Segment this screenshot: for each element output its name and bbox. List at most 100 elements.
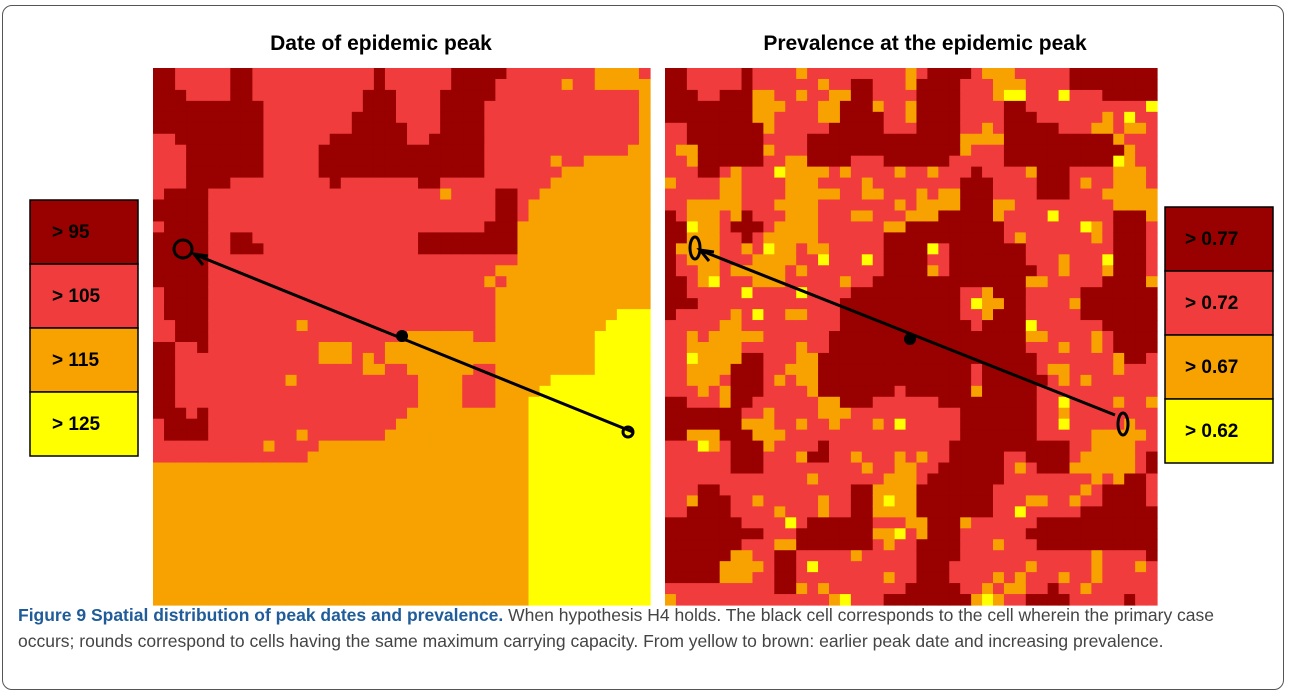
map-cell: [938, 265, 950, 277]
map-cell: [665, 309, 677, 321]
map-cell: [429, 594, 441, 606]
map-cell: [230, 583, 242, 595]
map-cell: [451, 199, 463, 212]
map-cell: [1058, 287, 1071, 299]
map-cell: [362, 484, 375, 497]
map-cell: [1047, 363, 1060, 376]
map-cell: [528, 232, 541, 244]
map-cell: [741, 550, 754, 562]
map-cell: [506, 550, 519, 562]
map-cell: [719, 528, 732, 540]
map-cell: [484, 484, 496, 497]
map-cell: [883, 144, 896, 157]
map-cell: [153, 550, 165, 562]
map-cell: [763, 298, 775, 310]
map-cell: [627, 254, 640, 266]
map-cell: [971, 111, 983, 124]
map-cell: [1069, 276, 1082, 288]
map-cell: [850, 484, 863, 497]
map-cell: [785, 572, 797, 584]
map-cell: [697, 363, 710, 376]
map-cell: [252, 594, 265, 606]
map-cell: [329, 550, 342, 562]
map-cell: [1036, 89, 1049, 102]
map-cell: [829, 320, 841, 332]
map-cell: [197, 320, 209, 332]
map-cell: [697, 473, 710, 486]
map-cell: [252, 265, 265, 277]
map-cell: [850, 528, 863, 540]
map-cell: [638, 473, 651, 486]
map-cell: [506, 265, 519, 277]
map-cell: [927, 407, 939, 420]
map-cell: [429, 254, 441, 266]
map-cell: [351, 418, 364, 431]
map-cell: [861, 331, 874, 343]
map-cell: [495, 407, 508, 420]
map-cell: [407, 309, 419, 321]
map-cell: [949, 287, 961, 299]
map-cell: [938, 561, 950, 573]
map-cell: [1091, 539, 1103, 551]
map-cell: [829, 561, 841, 573]
map-cell: [796, 89, 808, 102]
map-cell: [561, 539, 574, 551]
map-cell: [1047, 561, 1060, 573]
map-cell: [616, 440, 629, 453]
map-cell: [1058, 331, 1071, 343]
map-cell: [1102, 243, 1114, 255]
map-cell: [1091, 287, 1103, 299]
map-cell: [872, 495, 885, 507]
map-cell: [296, 561, 309, 573]
map-cell: [927, 177, 939, 190]
map-cell: [927, 309, 939, 321]
map-cell: [594, 374, 607, 387]
map-cell: [175, 309, 187, 321]
map-cell: [296, 133, 309, 146]
map-cell: [686, 550, 699, 562]
map-cell: [1135, 89, 1147, 102]
map-cell: [285, 177, 298, 190]
map-cell: [763, 385, 775, 398]
map-cell: [252, 298, 265, 310]
map-cell: [263, 363, 276, 376]
map-cell: [329, 572, 342, 584]
arrow: [701, 249, 1116, 417]
map-cell: [340, 298, 353, 310]
map-cell: [252, 396, 265, 409]
map-cell: [730, 374, 743, 387]
map-cell: [861, 78, 874, 91]
map-cell: [1091, 583, 1103, 595]
map-cell: [186, 210, 198, 223]
map-cell: [329, 133, 342, 146]
map-cell: [894, 506, 907, 518]
map-cell: [752, 287, 764, 299]
map-cell: [296, 462, 309, 475]
map-cell: [318, 440, 331, 453]
map-cell: [153, 309, 165, 321]
map-cell: [697, 68, 710, 80]
map-cell: [1102, 528, 1114, 540]
map-cell: [473, 122, 485, 135]
map-cell: [605, 462, 618, 475]
map-cell: [982, 199, 994, 212]
map-cell: [850, 210, 863, 223]
map-cell: [1069, 111, 1082, 124]
map-cell: [905, 89, 918, 102]
map-cell: [850, 188, 863, 201]
map-cell: [686, 254, 699, 266]
map-cell: [395, 462, 408, 475]
map-cell: [807, 265, 819, 277]
map-cell: [484, 407, 496, 420]
map-cell: [252, 484, 265, 497]
map-cell: [1036, 517, 1049, 529]
map-cell: [883, 352, 896, 365]
map-cell: [982, 363, 994, 376]
map-cell: [1014, 166, 1027, 179]
map-cell: [839, 78, 852, 91]
map-cell: [517, 374, 530, 387]
map-cell: [1069, 363, 1082, 376]
map-cell: [993, 89, 1005, 102]
map-cell: [186, 232, 198, 244]
map-cell: [807, 199, 819, 212]
